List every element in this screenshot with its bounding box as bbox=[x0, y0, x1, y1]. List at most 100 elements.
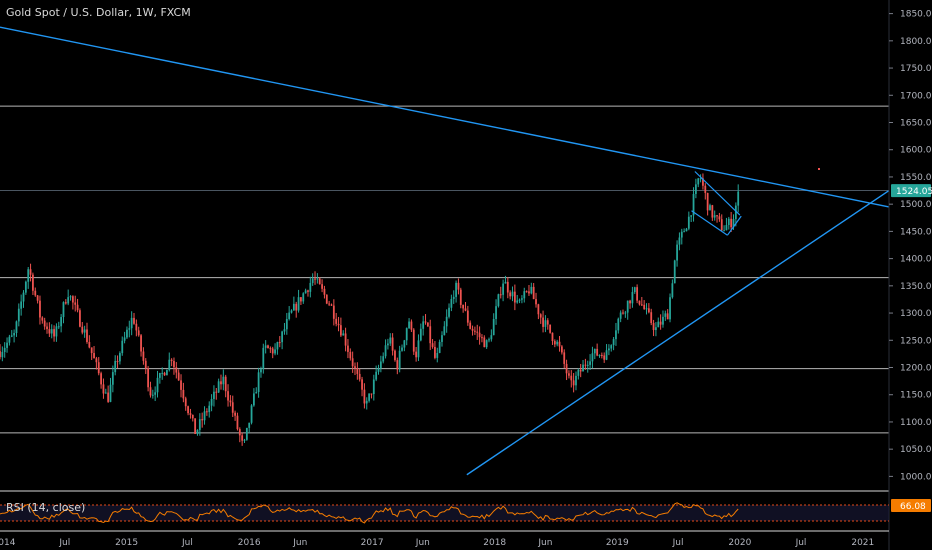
candle-body bbox=[415, 351, 418, 358]
y-tick-label: 1850.00 bbox=[900, 10, 932, 20]
candle-body bbox=[302, 293, 305, 302]
candle-body bbox=[553, 341, 556, 345]
candle-body bbox=[8, 336, 11, 343]
candle-body bbox=[469, 322, 472, 329]
candle-body bbox=[502, 283, 505, 295]
candle-body bbox=[356, 368, 359, 374]
rsi-line bbox=[0, 502, 739, 524]
candle-body bbox=[60, 317, 63, 327]
candle-body bbox=[163, 372, 166, 376]
candle-body bbox=[201, 419, 204, 421]
candle-body bbox=[175, 367, 178, 373]
candle-body bbox=[537, 304, 540, 315]
candle-body bbox=[250, 405, 253, 423]
candle-body bbox=[15, 321, 18, 334]
candle-body bbox=[530, 286, 533, 294]
candle-body bbox=[488, 339, 490, 341]
candle-body bbox=[591, 353, 594, 362]
y-tick-label: 1750.00 bbox=[900, 64, 932, 74]
candle-body bbox=[278, 342, 281, 344]
candle-body bbox=[93, 353, 95, 359]
x-tick-label: Jun bbox=[292, 538, 307, 548]
y-tick-label: 1600.00 bbox=[900, 146, 932, 156]
candle-body bbox=[655, 327, 657, 331]
candle-body bbox=[57, 326, 60, 328]
candle-body bbox=[384, 345, 387, 357]
candle-body bbox=[713, 215, 716, 218]
candle-body bbox=[372, 379, 375, 395]
y-tick-label: 1050.00 bbox=[900, 445, 932, 455]
candle-body bbox=[168, 359, 171, 371]
candle-body bbox=[720, 219, 723, 231]
candle-body bbox=[316, 278, 319, 280]
candle-body bbox=[377, 368, 380, 372]
candle-body bbox=[398, 350, 401, 370]
candle-body bbox=[624, 312, 627, 314]
candle-body bbox=[605, 350, 608, 360]
x-tick-label: Jul bbox=[795, 538, 807, 548]
candle-body bbox=[443, 326, 446, 336]
candle-body bbox=[509, 292, 512, 297]
candle-body bbox=[90, 347, 93, 354]
candle-body bbox=[629, 300, 631, 304]
candle-body bbox=[62, 302, 65, 318]
candle-body bbox=[220, 381, 222, 385]
candle-body bbox=[452, 296, 455, 299]
candle-body bbox=[647, 308, 650, 313]
candle-body bbox=[704, 185, 707, 193]
candle-body bbox=[422, 321, 425, 329]
candle-body bbox=[182, 389, 185, 399]
candle-body bbox=[699, 178, 702, 180]
trendline bbox=[0, 26, 890, 208]
candle-body bbox=[732, 219, 735, 228]
candle-body bbox=[260, 369, 262, 373]
y-tick-label: 1250.00 bbox=[900, 336, 932, 346]
candle-body bbox=[177, 372, 180, 381]
candle-body bbox=[586, 364, 589, 366]
candle-body bbox=[236, 415, 239, 430]
candle-body bbox=[692, 193, 695, 216]
candle-body bbox=[572, 380, 575, 386]
trendlines bbox=[0, 26, 890, 476]
candle-body bbox=[29, 269, 32, 275]
candle-body bbox=[149, 387, 152, 396]
candle-body bbox=[3, 347, 6, 352]
candle-body bbox=[481, 337, 483, 339]
candle-body bbox=[321, 284, 323, 289]
candle-body bbox=[593, 348, 596, 354]
candle-body bbox=[549, 324, 552, 333]
candle-body bbox=[351, 358, 354, 367]
candle-body bbox=[121, 340, 124, 354]
candle-body bbox=[187, 406, 189, 414]
candle-body bbox=[342, 333, 345, 336]
candle-body bbox=[419, 328, 422, 341]
candle-body bbox=[241, 435, 244, 441]
candle-body bbox=[678, 237, 681, 245]
candle-body bbox=[281, 331, 284, 343]
candle-body bbox=[532, 286, 535, 300]
candle-body bbox=[694, 184, 697, 194]
candle-body bbox=[438, 341, 441, 353]
y-tick-label: 1100.00 bbox=[900, 418, 932, 428]
candle-body bbox=[725, 224, 728, 231]
candle-body bbox=[170, 359, 173, 361]
candle-body bbox=[659, 321, 662, 325]
candle-body bbox=[283, 329, 286, 332]
last-price-tag: 1524.05 bbox=[891, 184, 932, 198]
candle-body bbox=[737, 191, 740, 206]
candle-body bbox=[274, 349, 276, 354]
candle-body bbox=[528, 291, 530, 294]
candle-body bbox=[638, 300, 641, 305]
candle-body bbox=[652, 323, 655, 331]
candle-body bbox=[111, 372, 114, 385]
candle-body bbox=[450, 298, 453, 308]
candle-body bbox=[394, 350, 396, 361]
candle-body bbox=[116, 361, 119, 363]
candle-body bbox=[234, 412, 236, 416]
candle-body bbox=[485, 340, 488, 348]
candle-body bbox=[210, 398, 213, 406]
candle-body bbox=[570, 375, 573, 381]
y-tick-label: 1800.00 bbox=[900, 37, 932, 47]
candle-body bbox=[511, 291, 514, 297]
